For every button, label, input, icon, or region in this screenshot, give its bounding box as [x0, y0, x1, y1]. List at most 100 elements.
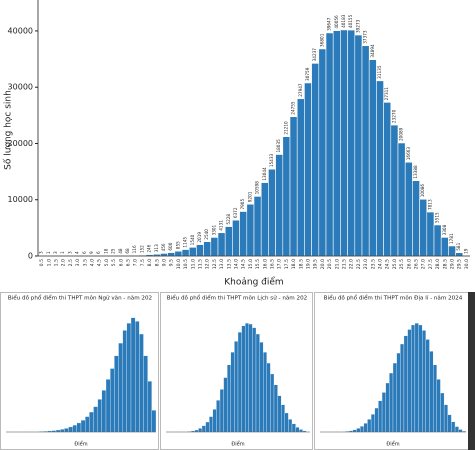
bar	[198, 428, 203, 433]
y-tick-label: 20000	[8, 139, 33, 148]
bar	[151, 410, 157, 433]
y-tick-label: 0	[28, 252, 33, 261]
bar	[174, 250, 183, 257]
bar	[383, 102, 392, 257]
x-tick-label: 10.0	[176, 259, 182, 269]
bar	[130, 317, 136, 433]
x-tick-label: 12.5	[212, 259, 218, 269]
bar	[219, 389, 224, 433]
bar	[55, 429, 61, 433]
x-tick-label: 15.5	[255, 259, 261, 269]
value-label: 1	[46, 251, 51, 254]
x-tick-label: 2.5	[68, 259, 74, 266]
bar	[181, 249, 190, 257]
x-tick-label: 11.0	[190, 259, 196, 269]
value-label: 27311	[384, 87, 389, 101]
value-label: 39647	[327, 17, 332, 31]
bar	[259, 342, 264, 433]
bar	[246, 203, 255, 257]
x-tick-label: 1.0	[46, 259, 52, 266]
bar	[429, 351, 434, 433]
bar	[296, 98, 305, 257]
x-tick-label: 27.5	[428, 259, 434, 269]
bar	[210, 237, 219, 257]
value-label: 246	[147, 244, 152, 252]
x-tick-label: 8.5	[154, 259, 160, 266]
bar	[209, 416, 213, 433]
bar	[396, 352, 401, 433]
x-tick-label: 16.0	[262, 259, 268, 269]
bar	[260, 182, 269, 257]
bar	[223, 377, 228, 433]
x-tick-label: 23.5	[370, 259, 376, 269]
x-tick-label: 15.0	[248, 259, 254, 269]
value-label: 9201	[247, 191, 252, 202]
bar	[454, 426, 459, 433]
value-label: 30759	[305, 67, 310, 81]
x-tick-label: 28.5	[442, 259, 448, 269]
x-tick-label: 8.0	[147, 259, 153, 266]
x-tick-label: 19.0	[306, 259, 312, 269]
value-label: 18	[103, 248, 108, 254]
bar	[404, 161, 413, 257]
value-label: 18035	[276, 139, 281, 153]
bar	[299, 429, 303, 433]
bar	[241, 325, 246, 433]
bar	[282, 136, 291, 257]
bar	[105, 379, 111, 433]
bar	[390, 124, 399, 257]
value-label: 24755	[291, 101, 296, 115]
value-label: 9	[89, 251, 94, 254]
x-tick-label: 21.5	[342, 259, 348, 269]
bar	[110, 368, 115, 433]
bar	[414, 322, 419, 433]
value-label: 21210	[283, 121, 288, 135]
value-label: 15433	[269, 154, 274, 168]
x-tick-label: 5.5	[111, 259, 117, 266]
value-label: 34894	[370, 44, 375, 58]
bar	[205, 421, 210, 433]
x-tick-label: 28.0	[435, 259, 441, 269]
bar	[284, 412, 289, 433]
bar	[411, 324, 416, 433]
x-axis-label: Điểm	[386, 441, 399, 448]
value-label: 3	[67, 251, 72, 254]
bar	[97, 399, 102, 433]
bar	[203, 241, 212, 257]
x-tick-label: 26.5	[414, 259, 420, 269]
bar	[397, 142, 406, 257]
bar	[433, 224, 442, 257]
value-label: 40183	[341, 14, 346, 28]
x-tick-label: 3.5	[82, 259, 88, 266]
value-label: 13388	[413, 165, 418, 179]
bar	[89, 411, 94, 433]
bar	[440, 392, 445, 433]
bar	[289, 116, 298, 257]
bar	[426, 211, 435, 257]
chart-title: Biểu đồ phổ điểm thi THPT môn Lịch sử - …	[167, 294, 307, 302]
bar	[188, 247, 197, 257]
bar	[216, 400, 221, 433]
x-tick-label: 26.0	[406, 259, 412, 269]
value-label: 7905	[240, 199, 245, 210]
x-tick-label: 6.5	[126, 259, 132, 266]
value-label: 1540	[190, 234, 195, 245]
value-label: 36801	[319, 33, 324, 47]
x-tick-label: 30.0	[464, 259, 470, 269]
value-label: 6	[96, 251, 101, 254]
x-tick-label: 18.5	[298, 259, 304, 269]
bar	[458, 429, 463, 433]
bar	[340, 29, 348, 257]
value-label: 19	[463, 248, 468, 254]
bar	[455, 252, 464, 257]
bar	[412, 180, 420, 257]
bar	[347, 29, 356, 257]
bar	[253, 196, 262, 257]
bar	[400, 343, 405, 433]
value-label: 48	[118, 248, 123, 254]
bar	[93, 406, 98, 433]
x-tick-label: 18.0	[291, 259, 297, 269]
bar	[51, 430, 57, 433]
x-tick-label: 3.0	[75, 259, 81, 266]
bar	[277, 395, 282, 433]
